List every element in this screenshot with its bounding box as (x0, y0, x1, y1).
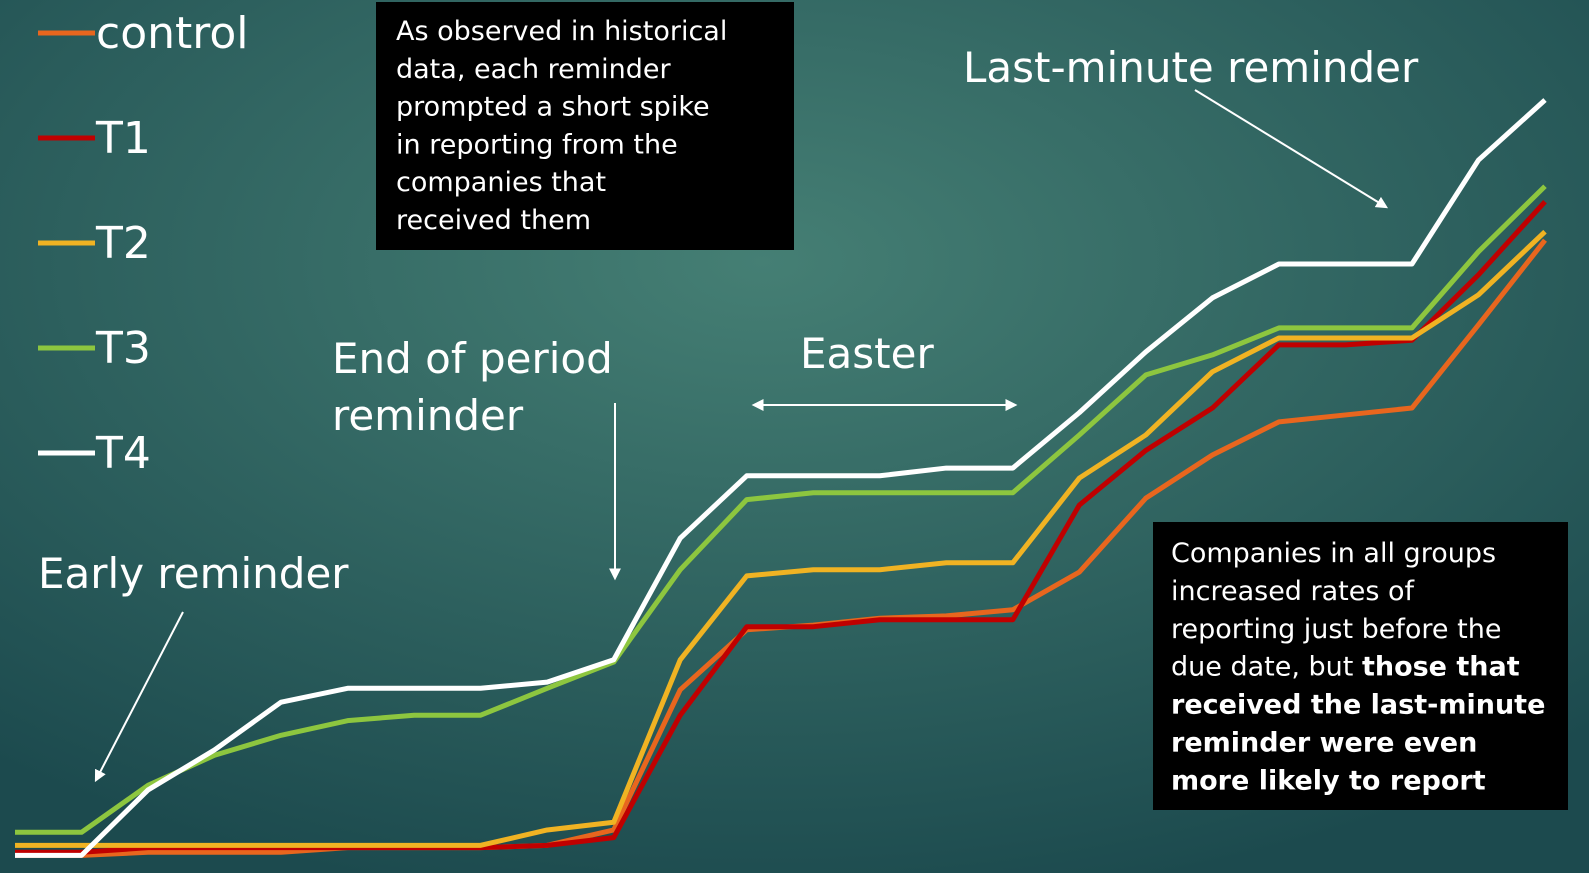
series-line (15, 229, 1547, 848)
annotation: Easter (800, 329, 934, 378)
note-box (1153, 522, 1568, 810)
note-text: Companies in all groups (1171, 538, 1496, 569)
arrow (94, 611, 184, 783)
note: Companies in all groups increased rates o… (1171, 538, 1545, 796)
note-line: Companies in all groups (1171, 538, 1496, 569)
note-bold: reminder were even (1171, 728, 1477, 759)
note: As observed in historical data, each remi… (396, 16, 727, 236)
note-line: increased rates of (1171, 576, 1416, 607)
note-bold: more likely to report (1171, 765, 1486, 796)
note-line: prompted a short spike (396, 92, 710, 123)
annotation: End of period (332, 334, 613, 383)
series-line (15, 98, 1547, 858)
series-line (15, 184, 1547, 835)
note-line: reporting just before the (1171, 614, 1501, 645)
legend-label: control (96, 8, 249, 59)
lines (15, 98, 1547, 858)
note-line: in reporting from the (396, 129, 678, 160)
note-line: companies that (396, 167, 606, 198)
note-text: increased rates of (1171, 576, 1416, 607)
note-bold: received the last-minute (1171, 690, 1545, 721)
note-bold: those that (1362, 652, 1520, 683)
annotation: Last-minute reminder (963, 43, 1419, 92)
legend-label: T1 (95, 113, 151, 164)
note-box (376, 2, 794, 250)
arrow (1194, 89, 1389, 209)
legend-label: T4 (95, 428, 151, 479)
annotation: Early reminder (38, 549, 349, 598)
note-line: As observed in historical (396, 16, 727, 47)
note-line: received them (396, 205, 591, 236)
note-line: data, each reminder (396, 54, 671, 85)
note-text: reporting just before the (1171, 614, 1501, 645)
note-text: due date, but (1171, 652, 1353, 683)
legend-label: T2 (95, 218, 151, 269)
legend-label: T3 (95, 323, 151, 374)
legend: control T1 T2 T3 T4 (38, 8, 249, 479)
note-line: due date, but those that (1171, 652, 1520, 683)
annotation: reminder (332, 391, 524, 440)
